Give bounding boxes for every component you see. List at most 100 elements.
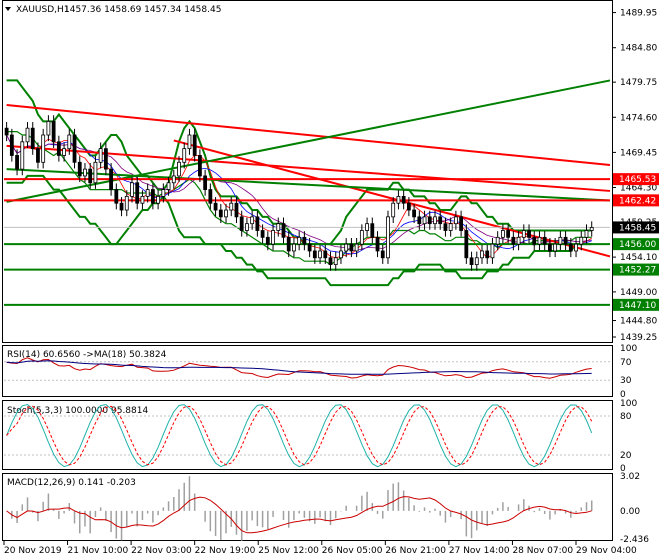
candle-body (265, 236, 270, 245)
candle-body (286, 236, 291, 252)
candle-body (469, 257, 474, 266)
price-tick-label: 1439.25 (620, 333, 657, 343)
candle-body (56, 141, 61, 156)
candle-body (339, 250, 343, 259)
candle-body (417, 216, 422, 225)
candle-body (406, 202, 411, 211)
candle-body (527, 230, 531, 238)
candle-body (4, 127, 9, 136)
candle-body (359, 230, 364, 245)
price-tick-label: 1449.00 (620, 288, 657, 298)
level-tag-label: 1447.10 (619, 301, 656, 311)
rsi-panel (2, 345, 613, 397)
candle-body (568, 243, 573, 252)
candle-body (412, 209, 416, 218)
candle-body (433, 216, 437, 225)
candle-body (135, 182, 140, 204)
candle-body (516, 236, 521, 245)
candle-body (521, 230, 526, 238)
candle-body (224, 209, 228, 218)
candle-body (370, 223, 375, 238)
indicator-plots (4, 357, 610, 541)
candle-body (83, 168, 87, 177)
candle-body (198, 155, 202, 177)
candle-body (93, 161, 98, 184)
candle-body (250, 216, 255, 225)
candle-body (297, 236, 302, 245)
candle-body (558, 236, 563, 245)
level-tag-label: 1465.53 (619, 175, 656, 185)
macd-tick-label: 3.02 (620, 472, 640, 482)
price-tick-label: 1489.95 (620, 9, 657, 19)
candle-body (485, 250, 490, 259)
candle-body (260, 230, 265, 238)
candle-body (584, 230, 589, 238)
candle-body (103, 148, 108, 170)
level-tag (613, 263, 659, 276)
price-plot (4, 79, 611, 306)
candle-body (192, 134, 197, 156)
stoch-tick-label: 100 (620, 399, 637, 409)
candle-body (177, 161, 181, 177)
candle-body (422, 216, 427, 225)
candle-body (36, 148, 40, 163)
x-tick-label: 29 Nov 04:00 (576, 546, 637, 556)
level-tag (613, 173, 659, 186)
rsi-tick-label: 100 (620, 344, 637, 354)
candle-body (453, 216, 458, 225)
candle-body (255, 216, 260, 231)
candle-body (464, 230, 469, 259)
candle-body (328, 257, 333, 266)
x-tick-label: 25 Nov 12:00 (258, 546, 319, 556)
rsi-title: RSI(14) 60.6560 ->MA(18) 50.3824 (7, 350, 167, 360)
candle-body (386, 216, 390, 259)
candle-body (166, 182, 171, 190)
candle-body (318, 250, 322, 259)
level-tag (613, 221, 659, 234)
candle-body (281, 223, 286, 238)
axes: 1489.95 1484.80 1479.75 1474.60 1469.45 1464.… (3, 9, 659, 556)
candle-body (88, 168, 93, 184)
level-tag-label: 1456.00 (619, 240, 656, 250)
candle-body (41, 134, 46, 163)
candle-body (375, 236, 380, 252)
candle-body (391, 202, 396, 218)
candle-body (46, 120, 51, 136)
candle-body (292, 243, 296, 252)
price-panel (2, 0, 613, 343)
macd-tick-label: 0.00 (620, 507, 640, 517)
candle-body (156, 195, 161, 204)
candle-body (62, 148, 66, 156)
level-tag (613, 194, 659, 207)
x-tick-label: 22 Nov 03:00 (131, 546, 192, 556)
price-tick-label: 1479.75 (620, 78, 657, 88)
triangle-down-icon[interactable] (5, 7, 11, 11)
candle-body (401, 195, 406, 204)
candle-body (208, 189, 213, 204)
macd-title: MACD(12,26,9) 0.141 -0.203 (7, 478, 136, 488)
candle-body (9, 134, 14, 156)
level-tag-label: 1462.42 (619, 196, 656, 206)
stoch-panel (2, 400, 613, 470)
candle-body (119, 202, 124, 211)
rsi-tick-label: 30 (620, 376, 632, 386)
candle-body (218, 209, 223, 218)
candle-body (548, 243, 552, 252)
stoch-tick-label: 80 (620, 412, 632, 422)
stoch-title: Stoch(5,3,3) 100.0000 95.8814 (7, 406, 148, 416)
candle-body (438, 216, 443, 225)
level-tag (613, 298, 659, 311)
candle-body (30, 127, 35, 150)
x-tick-label: 22 Nov 19:00 (195, 546, 256, 556)
candle-body (448, 223, 453, 231)
candle-body (72, 134, 77, 163)
candle-body (574, 243, 578, 252)
candle-body (354, 243, 359, 252)
candle-body (302, 236, 307, 245)
candle-body (98, 148, 103, 163)
x-tick-label: 26 Nov 21:00 (385, 546, 446, 556)
candle-body (276, 223, 281, 231)
candle-body (124, 195, 129, 211)
x-tick-label: 21 Nov 10:00 (68, 546, 129, 556)
x-tick-label: 20 Nov 2019 (4, 546, 62, 556)
